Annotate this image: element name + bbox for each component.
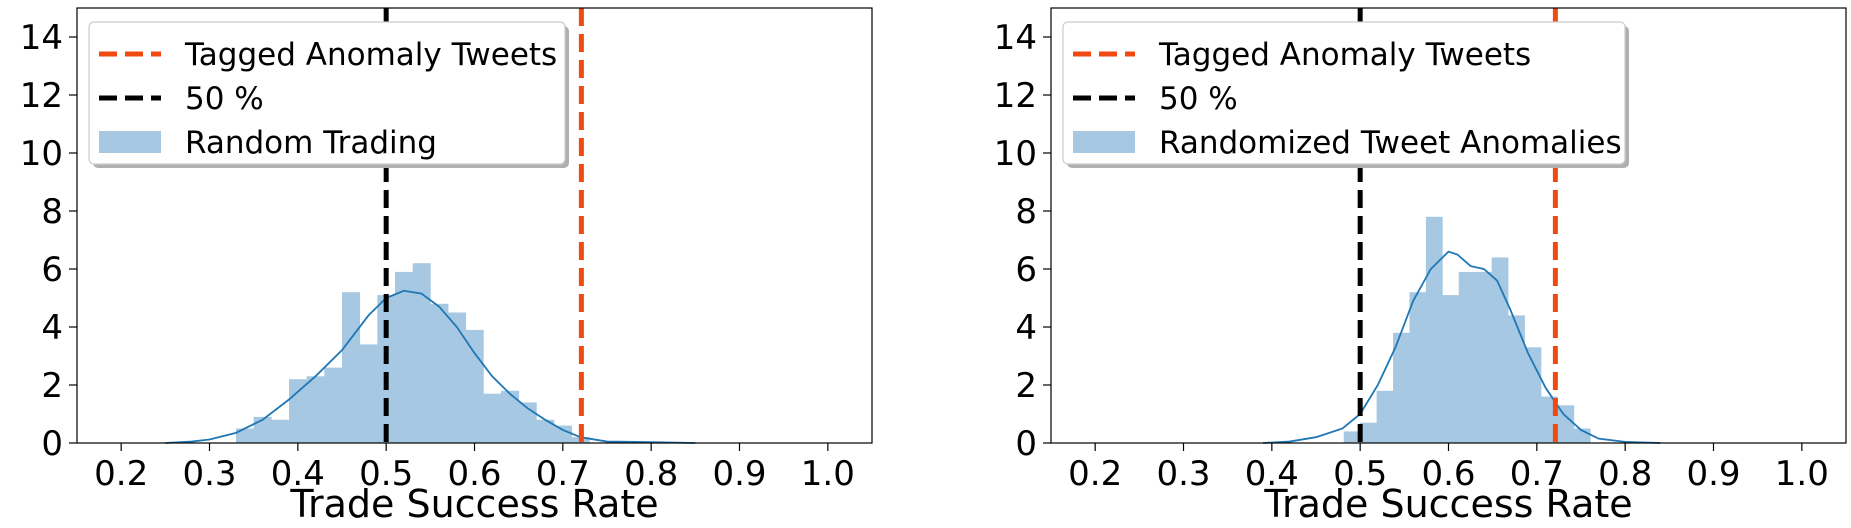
x-tick-label: 0.4 [1245,454,1299,494]
histogram-bar [1376,390,1394,443]
histogram-bar [236,428,255,443]
y-tick-label: 14 [20,18,63,58]
x-tick-label: 1.0 [1775,454,1829,494]
x-tick-label: 0.6 [447,454,501,494]
legend: Tagged Anomaly Tweets 50 % Random Trading [88,21,569,168]
histogram-bar [1458,271,1476,443]
y-tick-label: 10 [994,134,1037,174]
x-tick-label: 0.7 [536,454,590,494]
kde-line [1262,250,1661,444]
histogram-bar [1442,295,1460,443]
histogram-bar [1343,431,1361,443]
histogram-bar [271,419,290,443]
histogram-bar [518,402,537,443]
y-tick-label: 8 [41,192,63,232]
legend-histogram-label: Randomized Tweet Anomalies [1159,125,1622,161]
y-tick-label: 14 [994,18,1037,58]
legend-anomaly-label: Tagged Anomaly Tweets [184,37,557,73]
x-tick-label: 0.2 [94,454,148,494]
y-tick-label: 12 [20,76,63,116]
x-tick-label: 0.8 [1598,454,1652,494]
histogram-bar [306,376,325,443]
histogram-bar [430,303,449,443]
histogram-bar [536,419,555,443]
legend-histogram-label: Random Trading [185,125,437,161]
x-tick-label: 0.8 [624,454,678,494]
histogram-bar [1425,216,1443,443]
x-tick-label: 0.6 [1421,454,1475,494]
x-tick-label: 1.0 [801,454,855,494]
y-tick-label: 0 [41,424,63,464]
histogram-bar [554,425,573,443]
y-tick-label: 6 [41,250,63,290]
legend-box [1062,21,1626,165]
y-tick-label: 2 [1015,366,1037,406]
legend-fifty-label: 50 % [1159,81,1238,117]
histogram-bar [377,295,396,443]
x-tick-label: 0.3 [182,454,236,494]
chart-panel-1: 0.2 0.3 0.4 0.5 0.6 0.7 0.8 0.9 1.0 0 2 4 6 8 10 12 14 Tr… [20,7,873,526]
histogram-bar [1491,257,1509,443]
histogram-bar [483,393,502,443]
histogram-bar [1360,422,1377,443]
chart-panel-2: 0.2 0.3 0.4 0.5 0.6 0.7 0.8 0.9 1.0 0 2 4 6 8 10 12 14 Tr… [994,7,1847,526]
x-tick-label: 0.5 [359,454,413,494]
y-tick-label: 6 [1015,250,1037,290]
kde-line [165,289,696,444]
histogram-bar [253,416,272,443]
legend-box [88,21,566,165]
x-tick-label: 0.7 [1510,454,1564,494]
y-tick-label: 4 [41,308,63,348]
histogram-bar [1393,332,1410,443]
x-tick-label: 0.5 [1333,454,1387,494]
histogram-bar [1557,405,1575,443]
legend-histogram-swatch [1073,131,1135,153]
histogram-bar [412,263,431,443]
y-tick-label: 12 [994,76,1037,116]
y-tick-label: 10 [20,134,63,174]
histogram-bar [289,379,308,443]
x-axis-label: Trade Success Rate [289,482,658,526]
histogram-bar [1475,271,1493,443]
histogram-bar [1409,292,1427,443]
histogram-bar [324,367,343,443]
histogram-bar [448,312,467,443]
histogram-bar [501,390,520,443]
y-tick-label: 8 [1015,192,1037,232]
x-axis-label: Trade Success Rate [1263,482,1632,526]
histogram-bar [359,344,378,443]
x-tick-label: 0.9 [1686,454,1740,494]
y-tick-label: 2 [41,366,63,406]
y-tick-label: 4 [1015,308,1037,348]
x-tick-label: 0.9 [712,454,766,494]
legend: Tagged Anomaly Tweets 50 % Randomized Twee… [1062,21,1629,168]
histogram-bar [342,292,361,443]
histogram-bars [1343,216,1591,443]
legend-anomaly-label: Tagged Anomaly Tweets [1158,37,1531,73]
legend-histogram-swatch [99,131,161,153]
histogram-bar [465,329,484,443]
legend-fifty-label: 50 % [185,81,264,117]
x-tick-label: 0.2 [1068,454,1122,494]
x-tick-label: 0.4 [271,454,325,494]
x-tick-label: 0.3 [1156,454,1210,494]
histogram-bar [395,271,414,443]
y-tick-label: 0 [1015,424,1037,464]
histogram-bars [236,263,590,443]
histogram-bar [1508,315,1525,443]
